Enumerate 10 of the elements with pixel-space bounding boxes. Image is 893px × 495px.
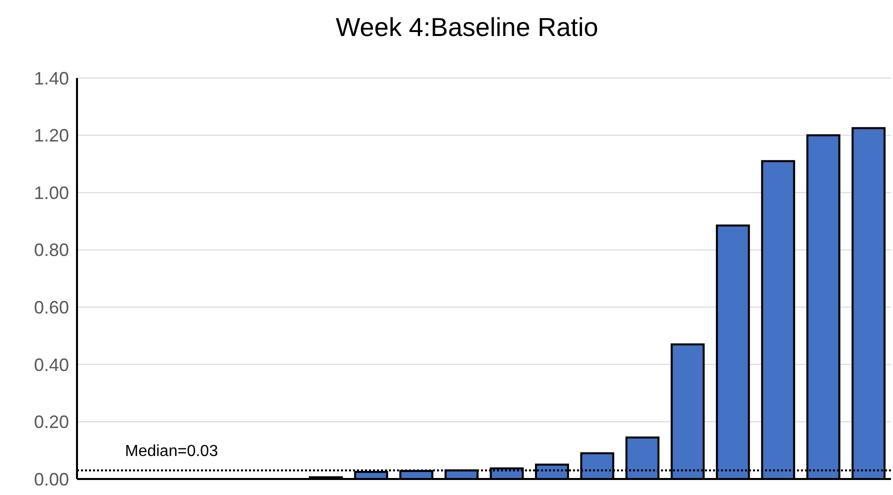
y-tick-label: 1.40 [34, 68, 69, 88]
y-tick-label: 0.60 [34, 298, 69, 318]
y-tick-label: 0.00 [34, 469, 69, 490]
y-tick-label: 0.80 [34, 240, 69, 260]
y-tick-label: 0.20 [34, 412, 69, 432]
y-tick-label: 0.40 [34, 354, 69, 375]
ref-line-label: Median=0.03 [125, 442, 218, 460]
y-tick-label: 1.20 [34, 126, 69, 146]
chart-title: Week 4:Baseline Ratio [334, 12, 600, 43]
y-tick-label: 1.00 [34, 182, 69, 203]
